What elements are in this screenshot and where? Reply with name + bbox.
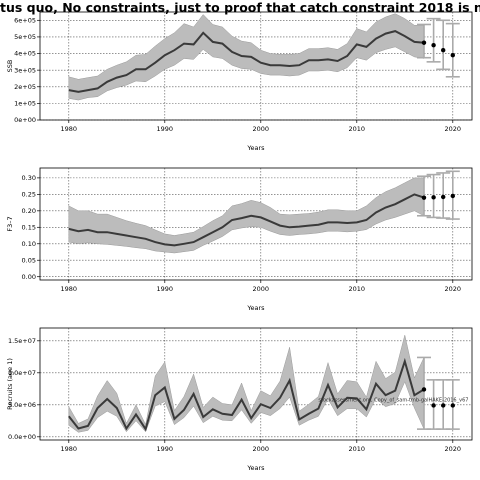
fishing-mortality-panel: 1980 1990 2000 2010 2020 0.00 0.05 0.10 0.15 0.20… <box>6 167 473 312</box>
ssb-x-axis-label: Years <box>246 144 265 152</box>
f-ytick-label-5: 0.25 <box>22 191 36 199</box>
f-ytick-label-3: 0.15 <box>22 223 36 231</box>
f-ytick-label-2: 0.10 <box>22 240 36 248</box>
ssb-plot-frame <box>39 11 473 121</box>
f-plot-frame <box>39 167 473 281</box>
f-projection-point-1 <box>431 195 436 200</box>
ssb-y-axis-label: SSB <box>6 60 14 73</box>
ssb-ytick-label-1: 1e+05 <box>14 100 36 108</box>
recruits-projection-point-0 <box>421 387 427 392</box>
ssb-ytick-label-0: 0e+00 <box>14 116 36 124</box>
f-ytick-label-1: 0.05 <box>22 256 36 264</box>
f-xtick-label-0: 1980 <box>61 285 78 293</box>
f-xtick-label-4: 2020 <box>445 285 462 293</box>
recruits-xtick-label-4: 2020 <box>445 445 462 453</box>
ssb-xtick-label-0: 1980 <box>61 125 78 133</box>
f-x-axis-label: Years <box>246 304 265 312</box>
f-y-axis-label: F3–7 <box>6 216 14 231</box>
ssb-ytick-label-4: 4e+05 <box>14 50 36 58</box>
recruits-ytick-label-0: 0.0e+00 <box>8 433 36 441</box>
ssb-estimate-line <box>68 30 425 93</box>
ssb-ytick-label-2: 2e+05 <box>14 83 36 91</box>
f-ytick-label-6: 0.30 <box>22 174 36 182</box>
ssb-ytick-label-5: 5e+05 <box>14 33 36 41</box>
f-xtick-label-3: 2010 <box>349 285 366 293</box>
ssb-projection-point-2 <box>441 48 446 53</box>
ssb-ytick-label-3: 3e+05 <box>14 66 36 74</box>
ssb-xtick-label-4: 2020 <box>445 125 462 133</box>
ssb-xtick-label-3: 2010 <box>349 125 366 133</box>
ssb-panel: 1980 1990 2000 2010 2020 0e+00 1e+05 2e+05 3e+05… <box>6 11 473 152</box>
f-xtick-label-1: 1990 <box>157 285 174 293</box>
recruits-xtick-label-2: 2000 <box>253 445 270 453</box>
recruits-x-axis-label: Years <box>246 464 265 472</box>
ssb-projection-point-1 <box>431 43 436 48</box>
recruits-xtick-label-3: 2010 <box>349 445 366 453</box>
ssb-projection-point-3 <box>450 53 455 58</box>
recruits-projection-point-1 <box>431 403 436 408</box>
recruits-y-axis-label: Recruits (age 1) <box>6 358 14 410</box>
recruits-ytick-label-2: 1.0e+07 <box>8 369 36 377</box>
recruits-projection-point-2 <box>441 403 446 408</box>
recruits-annotation: stockassessment.org, Copy_of_sam-tmb-gal… <box>318 398 468 404</box>
ssb-projection-point-0 <box>421 40 427 45</box>
f-estimate-line <box>68 193 425 247</box>
f-projection-point-3 <box>450 193 455 199</box>
recruits-plot-frame <box>39 327 473 441</box>
recruits-xtick-label-1: 1990 <box>157 445 174 453</box>
recruits-ytick-label-1: 5.0e+06 <box>8 401 36 409</box>
recruitment-panel: 1980 1990 2000 2010 2020 0.0e+00 5.0e+06 1.0e+0… <box>6 327 473 472</box>
f-projection-point-2 <box>441 194 446 200</box>
ssb-xtick-label-1: 1990 <box>157 125 174 133</box>
f-ytick-label-0: 0.00 <box>22 273 36 281</box>
f-ytick-label-4: 0.20 <box>22 207 36 215</box>
recruits-projection-point-3 <box>450 403 455 408</box>
f-projection-point-0 <box>421 195 427 200</box>
recruits-ytick-label-3: 1.5e+07 <box>8 337 36 345</box>
page-title: tus quo, No constraints, just to proof t… <box>0 0 480 15</box>
ssb-xtick-label-2: 2000 <box>253 125 270 133</box>
recruits-estimate-line <box>68 357 425 432</box>
ssb-ytick-label-6: 6e+05 <box>14 17 36 25</box>
recruits-xtick-label-0: 1980 <box>61 445 78 453</box>
f-xtick-label-2: 2000 <box>253 285 270 293</box>
